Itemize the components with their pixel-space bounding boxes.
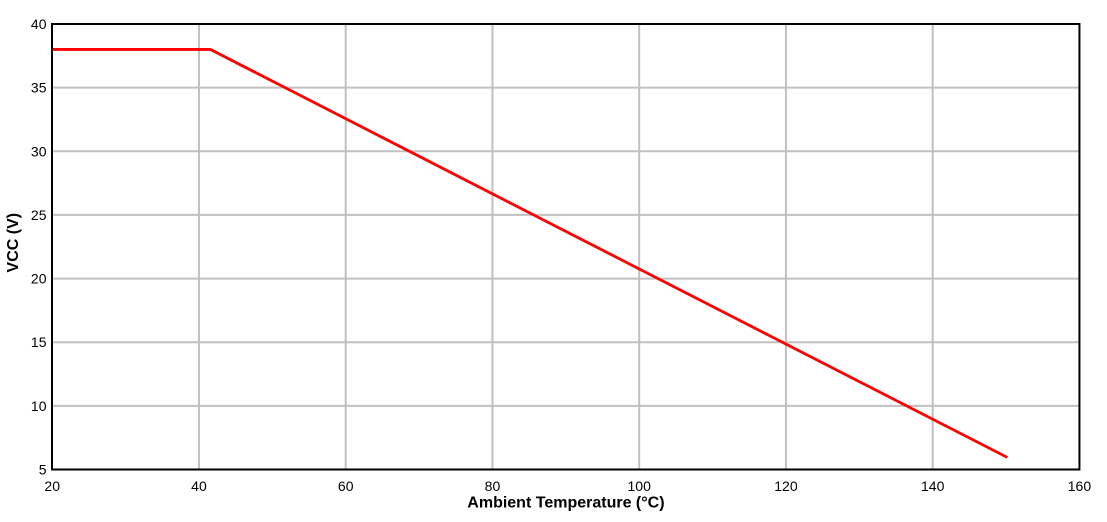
svg-text:60: 60: [338, 478, 354, 494]
svg-text:40: 40: [191, 478, 207, 494]
svg-text:140: 140: [921, 478, 945, 494]
svg-text:20: 20: [31, 271, 47, 287]
svg-text:5: 5: [39, 462, 47, 478]
svg-text:100: 100: [628, 478, 652, 494]
svg-text:10: 10: [31, 398, 47, 414]
svg-text:80: 80: [485, 478, 501, 494]
svg-text:15: 15: [31, 334, 47, 350]
svg-text:20: 20: [44, 478, 60, 494]
svg-text:40: 40: [31, 16, 47, 32]
svg-text:VCC (V): VCC (V): [5, 213, 22, 273]
svg-text:Ambient Temperature (°C): Ambient Temperature (°C): [467, 495, 664, 512]
svg-text:25: 25: [31, 207, 47, 223]
svg-text:30: 30: [31, 143, 47, 159]
svg-text:120: 120: [774, 478, 798, 494]
svg-text:160: 160: [1068, 478, 1092, 494]
svg-text:35: 35: [31, 80, 47, 96]
